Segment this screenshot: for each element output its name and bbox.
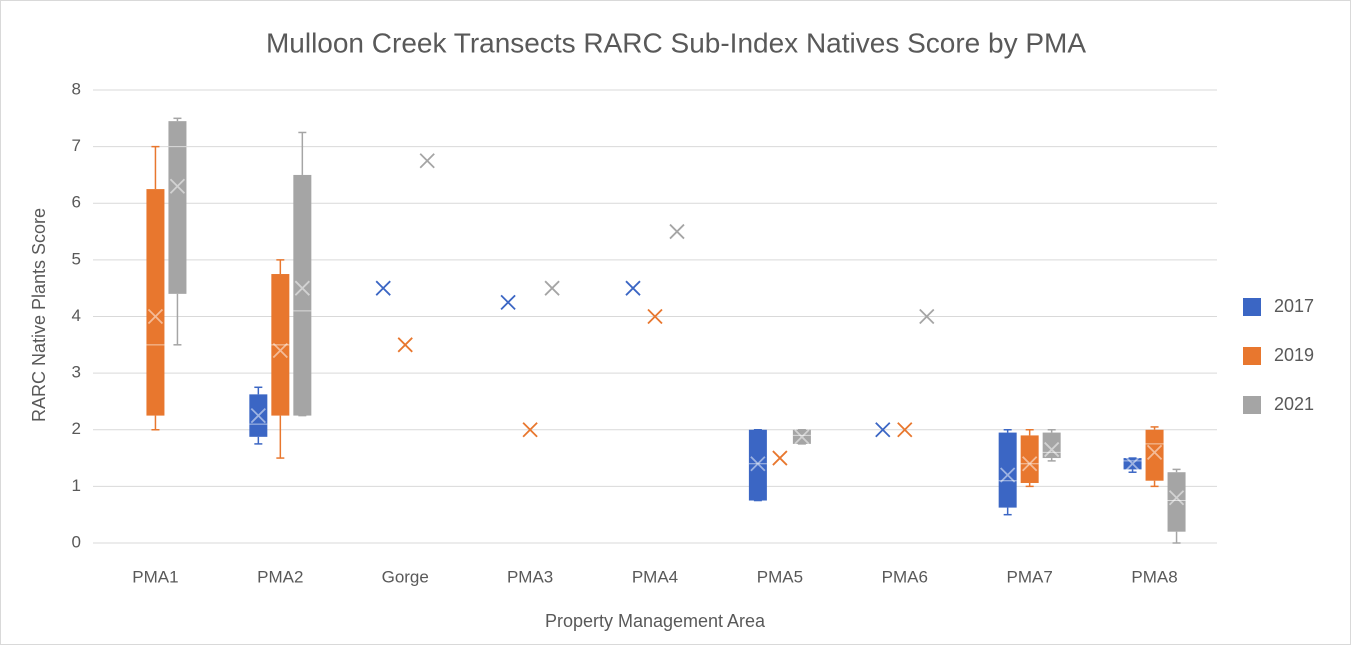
mean-marker: [375, 280, 391, 296]
box: [998, 432, 1017, 508]
y-tick-label: 7: [72, 136, 81, 155]
x-tick-label: PMA5: [757, 567, 803, 586]
legend-swatch: [1243, 396, 1261, 414]
mean-marker: [1044, 441, 1060, 458]
x-tick-label: PMA3: [507, 567, 553, 586]
mean-marker: [419, 153, 435, 169]
x-tick-label: PMA7: [1007, 567, 1053, 586]
mean-marker: [294, 280, 310, 296]
mean-marker: [647, 308, 663, 325]
y-tick-label: 4: [72, 306, 81, 325]
mean-marker: [522, 422, 538, 438]
mean-marker: [897, 422, 913, 438]
x-tick-label: PMA1: [132, 567, 178, 586]
mean-marker: [1168, 490, 1185, 506]
mean-marker: [169, 178, 186, 194]
mean-marker: [750, 456, 766, 472]
chart-title: Mulloon Creek Transects RARC Sub-Index N…: [266, 27, 1086, 58]
legend-swatch: [1243, 347, 1261, 365]
box: [293, 174, 312, 416]
x-tick-label: PMA8: [1131, 567, 1177, 586]
y-tick-label: 1: [72, 476, 81, 495]
mean-marker: [1124, 456, 1141, 472]
x-tick-label: PMA6: [882, 567, 928, 586]
mean-marker: [794, 429, 810, 445]
legend-label: 2019: [1274, 345, 1314, 365]
mean-marker: [397, 337, 413, 353]
box: [146, 189, 165, 416]
box: [168, 121, 187, 294]
mean-marker: [1000, 467, 1016, 483]
mean-marker: [544, 280, 560, 296]
box: [1145, 429, 1164, 481]
legend-label: 2021: [1274, 394, 1314, 414]
mean-marker: [772, 450, 788, 466]
mean-marker: [1022, 456, 1038, 472]
x-tick-label: PMA2: [257, 567, 303, 586]
mean-marker: [625, 280, 641, 296]
mean-marker: [1146, 444, 1163, 461]
mean-marker: [875, 422, 891, 438]
mean-marker: [669, 223, 685, 240]
x-tick-label: Gorge: [382, 567, 429, 586]
y-axis-label: RARC Native Plants Score: [29, 208, 49, 422]
y-tick-label: 3: [72, 363, 81, 382]
mean-marker: [919, 308, 935, 325]
y-tick-label: 0: [72, 532, 81, 551]
legend-swatch: [1243, 298, 1261, 316]
box: [1020, 435, 1039, 483]
y-tick-label: 2: [72, 419, 81, 438]
box: [748, 429, 767, 501]
mean-marker: [500, 294, 516, 310]
x-axis-label: Property Management Area: [545, 611, 766, 631]
x-tick-label: PMA4: [632, 567, 678, 586]
box: [1167, 472, 1186, 532]
mean-marker: [147, 308, 164, 325]
y-tick-label: 5: [72, 249, 81, 268]
box: [1042, 432, 1061, 459]
y-tick-label: 6: [72, 193, 81, 212]
legend-label: 2017: [1274, 296, 1314, 316]
y-tick-label: 8: [72, 79, 81, 98]
mean-marker: [250, 407, 266, 424]
mean-marker: [272, 342, 288, 359]
